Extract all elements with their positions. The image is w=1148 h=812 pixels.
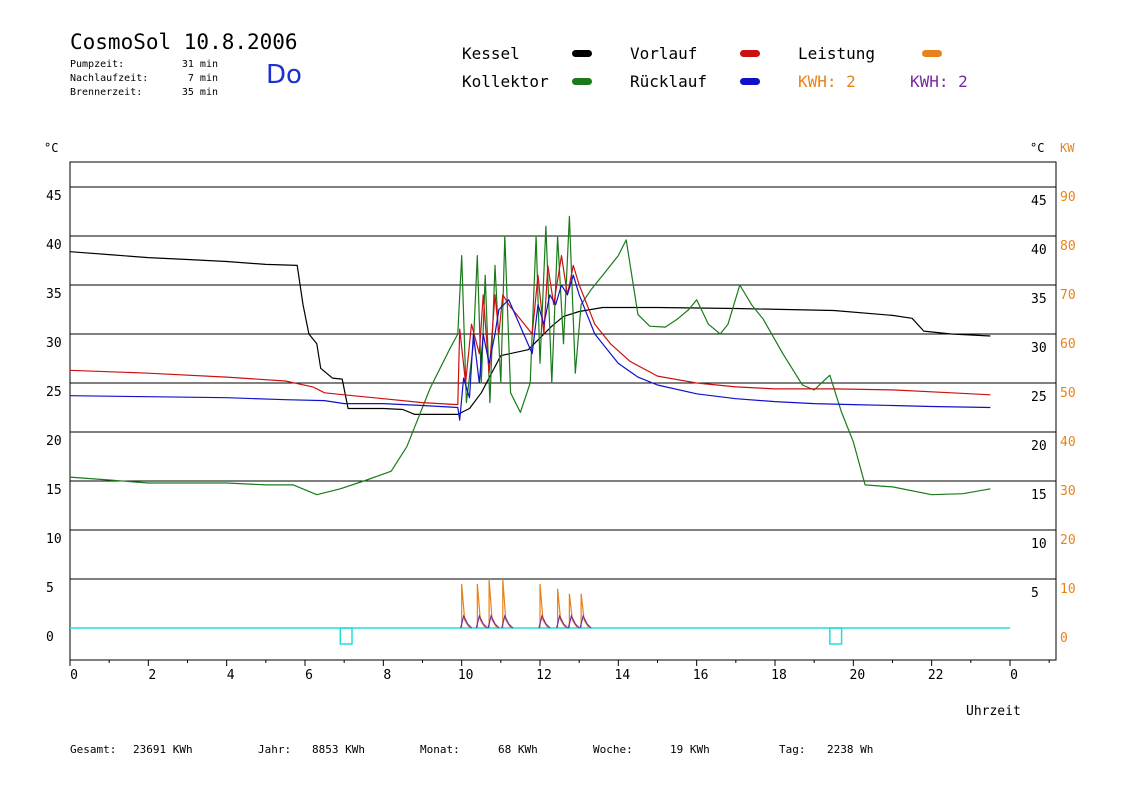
kwh-burst [538,614,551,629]
x-tick-label: 14 [615,668,631,683]
y-left-tick-label: 30 [46,336,62,351]
footer-jahr-label: Jahr: [258,743,292,756]
series-line-kollektor [69,215,991,496]
legend-leistung-swatch [922,50,942,57]
x-axis-label: Uhrzeit [966,704,1021,719]
x-tick-label: 16 [693,668,709,683]
footer-monat-label: Monat: [420,743,460,756]
y-kw-tick-label: 10 [1060,582,1076,597]
y-kw-unit: KW [1060,141,1075,155]
series-line-rücklauf [69,274,991,421]
y-kw-tick-label: 50 [1060,386,1076,401]
y-left-tick-label: 25 [46,385,62,400]
legend-vorlauf-label: Vorlauf [630,44,698,63]
brennerzeit-label: Brennerzeit: [70,87,143,98]
x-tick-label: 18 [771,668,787,683]
footer-woche-value: 19 KWh [670,743,710,756]
kwh-burst [567,614,580,629]
y-right-tick-label: 20 [1031,439,1047,454]
chart-title: CosmoSol 10.8.2006 [70,30,298,54]
kwh-burst [556,614,569,629]
pump-pulse [339,627,353,645]
leistung-burst [580,593,590,629]
footer-woche-label: Woche: [593,743,633,756]
y-kw-tick-label: 90 [1060,190,1076,205]
y-left-tick-label: 35 [46,287,62,302]
series-line-kessel [69,251,991,415]
kwh-burst [475,614,488,629]
y-left-tick-label: 40 [46,238,62,253]
y-right-tick-label: 10 [1031,537,1047,552]
x-tick-label: 12 [536,668,552,683]
x-tick-label: 2 [148,668,156,683]
x-tick-label: 22 [928,668,944,683]
y-kw-tick-label: 70 [1060,288,1076,303]
y-right-unit: °C [1030,141,1044,155]
kwh-burst [501,614,514,629]
y-kw-tick-label: 40 [1060,435,1076,450]
y-right-tick-label: 35 [1031,292,1047,307]
legend-kollektor-label: Kollektor [462,72,549,91]
legend-kwh-purple: KWH: 2 [910,72,968,91]
y-right-tick-label: 15 [1031,488,1047,503]
x-tick-label: 6 [305,668,313,683]
y-left-tick-label: 45 [46,189,62,204]
legend-ruecklauf-swatch [740,78,760,85]
legend-ruecklauf-label: Rücklauf [630,72,708,91]
kwh-burst [579,614,592,629]
kwh-burst [487,614,500,629]
x-tick-label: 20 [850,668,866,683]
pumpzeit-value: 31 min [181,59,218,70]
y-kw-tick-label: 0 [1060,631,1068,646]
y-left-tick-label: 10 [46,532,62,547]
kwh-burst [460,614,473,629]
brennerzeit-value: 35 min [181,87,218,98]
leistung-burst [568,593,578,629]
chart-svg: 0 2 4 6 8 10 12 14 16 18 20 22 0 Uhrzeit 45 40 35 30 25 20 1… [44,141,1076,719]
y-kw-tick-label: 60 [1060,337,1076,352]
plot-frame [69,161,1057,661]
y-right-tick-label: 5 [1031,586,1039,601]
legend-kessel-swatch [572,50,592,57]
pump-pulse [829,627,843,645]
legend-kwh-orange: KWH: 2 [798,72,856,91]
footer-tag-value: 2238 Wh [827,743,874,756]
y-left-tick-label: 5 [46,581,54,596]
y-left-tick-label: 20 [46,434,62,449]
x-tick-label: 0 [1010,668,1018,683]
legend-kollektor-swatch [572,78,592,85]
nachlaufzeit-label: Nachlaufzeit: [70,73,149,84]
nachlaufzeit-value: 7 min [187,73,218,84]
leistung-burst [557,588,567,629]
legend-kessel-label: Kessel [462,44,520,63]
y-left-tick-label: 15 [46,483,62,498]
legend-vorlauf-swatch [740,50,760,57]
footer-gesamt-value: 23691 KWh [133,743,193,756]
footer-jahr-value: 8853 KWh [312,743,365,756]
footer-tag-label: Tag: [779,743,806,756]
y-left-tick-label: 0 [46,630,54,645]
y-kw-tick-label: 20 [1060,533,1076,548]
legend-leistung-label: Leistung [798,44,876,63]
x-tick-label: 8 [383,668,391,683]
y-right-tick-label: 45 [1031,194,1047,209]
y-right-tick-label: 25 [1031,390,1047,405]
y-right-tick-label: 30 [1031,341,1047,356]
footer-gesamt-label: Gesamt: [70,743,117,756]
x-tick-label: 0 [70,668,78,683]
weekday-label: Do [266,60,302,90]
series-line-vorlauf [69,255,991,406]
x-tick-label: 10 [458,668,474,683]
footer-monat-value: 68 KWh [498,743,538,756]
y-right-tick-label: 40 [1031,243,1047,258]
y-kw-tick-label: 80 [1060,239,1076,254]
pumpzeit-label: Pumpzeit: [70,59,125,70]
y-left-unit: °C [44,141,58,155]
x-tick-label: 4 [227,668,235,683]
y-kw-tick-label: 30 [1060,484,1076,499]
